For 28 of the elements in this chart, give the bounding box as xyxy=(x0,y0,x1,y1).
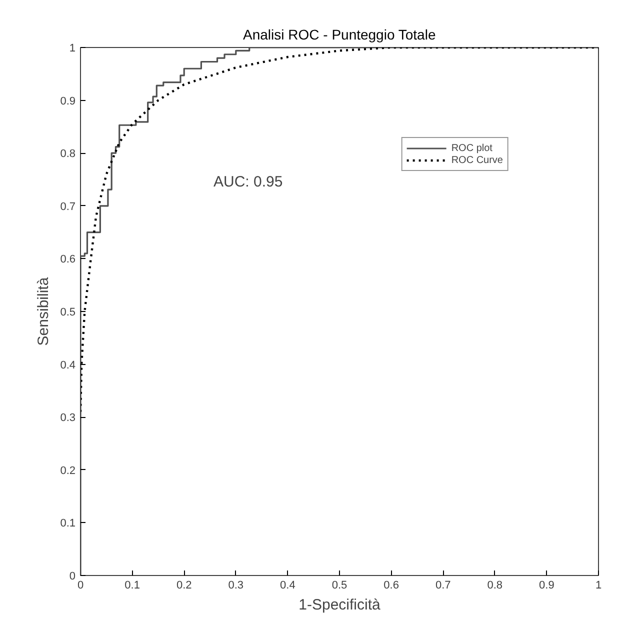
y-axis-title: Sensibilità xyxy=(35,276,52,346)
x-tick-label: 1 xyxy=(595,580,602,592)
x-tick-label: 0.9 xyxy=(539,580,554,592)
y-tick-label: 0.5 xyxy=(60,306,76,318)
y-tick-label: 0.6 xyxy=(60,254,76,266)
x-tick-label: 0.5 xyxy=(332,580,348,592)
y-tick-label: 1 xyxy=(69,42,76,54)
y-tick-label: 0 xyxy=(69,570,76,582)
legend-label: ROC plot xyxy=(451,142,492,154)
x-tick-label: 0.1 xyxy=(124,580,140,592)
y-tick-label: 0.2 xyxy=(60,464,76,477)
x-tick-label: 0.2 xyxy=(176,580,192,592)
y-tick-label: 0.7 xyxy=(60,200,76,213)
chart-title: Analisi ROC - Punteggio Totale xyxy=(243,26,436,42)
x-tick-label: 0.6 xyxy=(384,580,399,592)
x-tick-label: 0.4 xyxy=(280,580,296,592)
legend-label: ROC Curve xyxy=(451,154,503,166)
annotation: AUC: 0.95 xyxy=(214,174,283,190)
y-tick-label: 0.1 xyxy=(60,518,76,530)
x-tick-label: 0.3 xyxy=(228,580,244,592)
y-tick-label: 0.4 xyxy=(60,359,76,372)
y-tick-label: 0.9 xyxy=(60,95,76,108)
x-tick-label: 0.8 xyxy=(487,580,503,592)
x-tick-label: 0 xyxy=(77,580,84,592)
y-tick-label: 0.8 xyxy=(60,148,76,160)
x-axis-title: 1-Specificità xyxy=(298,596,382,614)
x-tick-label: 0.7 xyxy=(435,580,451,592)
y-tick-label: 0.3 xyxy=(60,412,76,424)
